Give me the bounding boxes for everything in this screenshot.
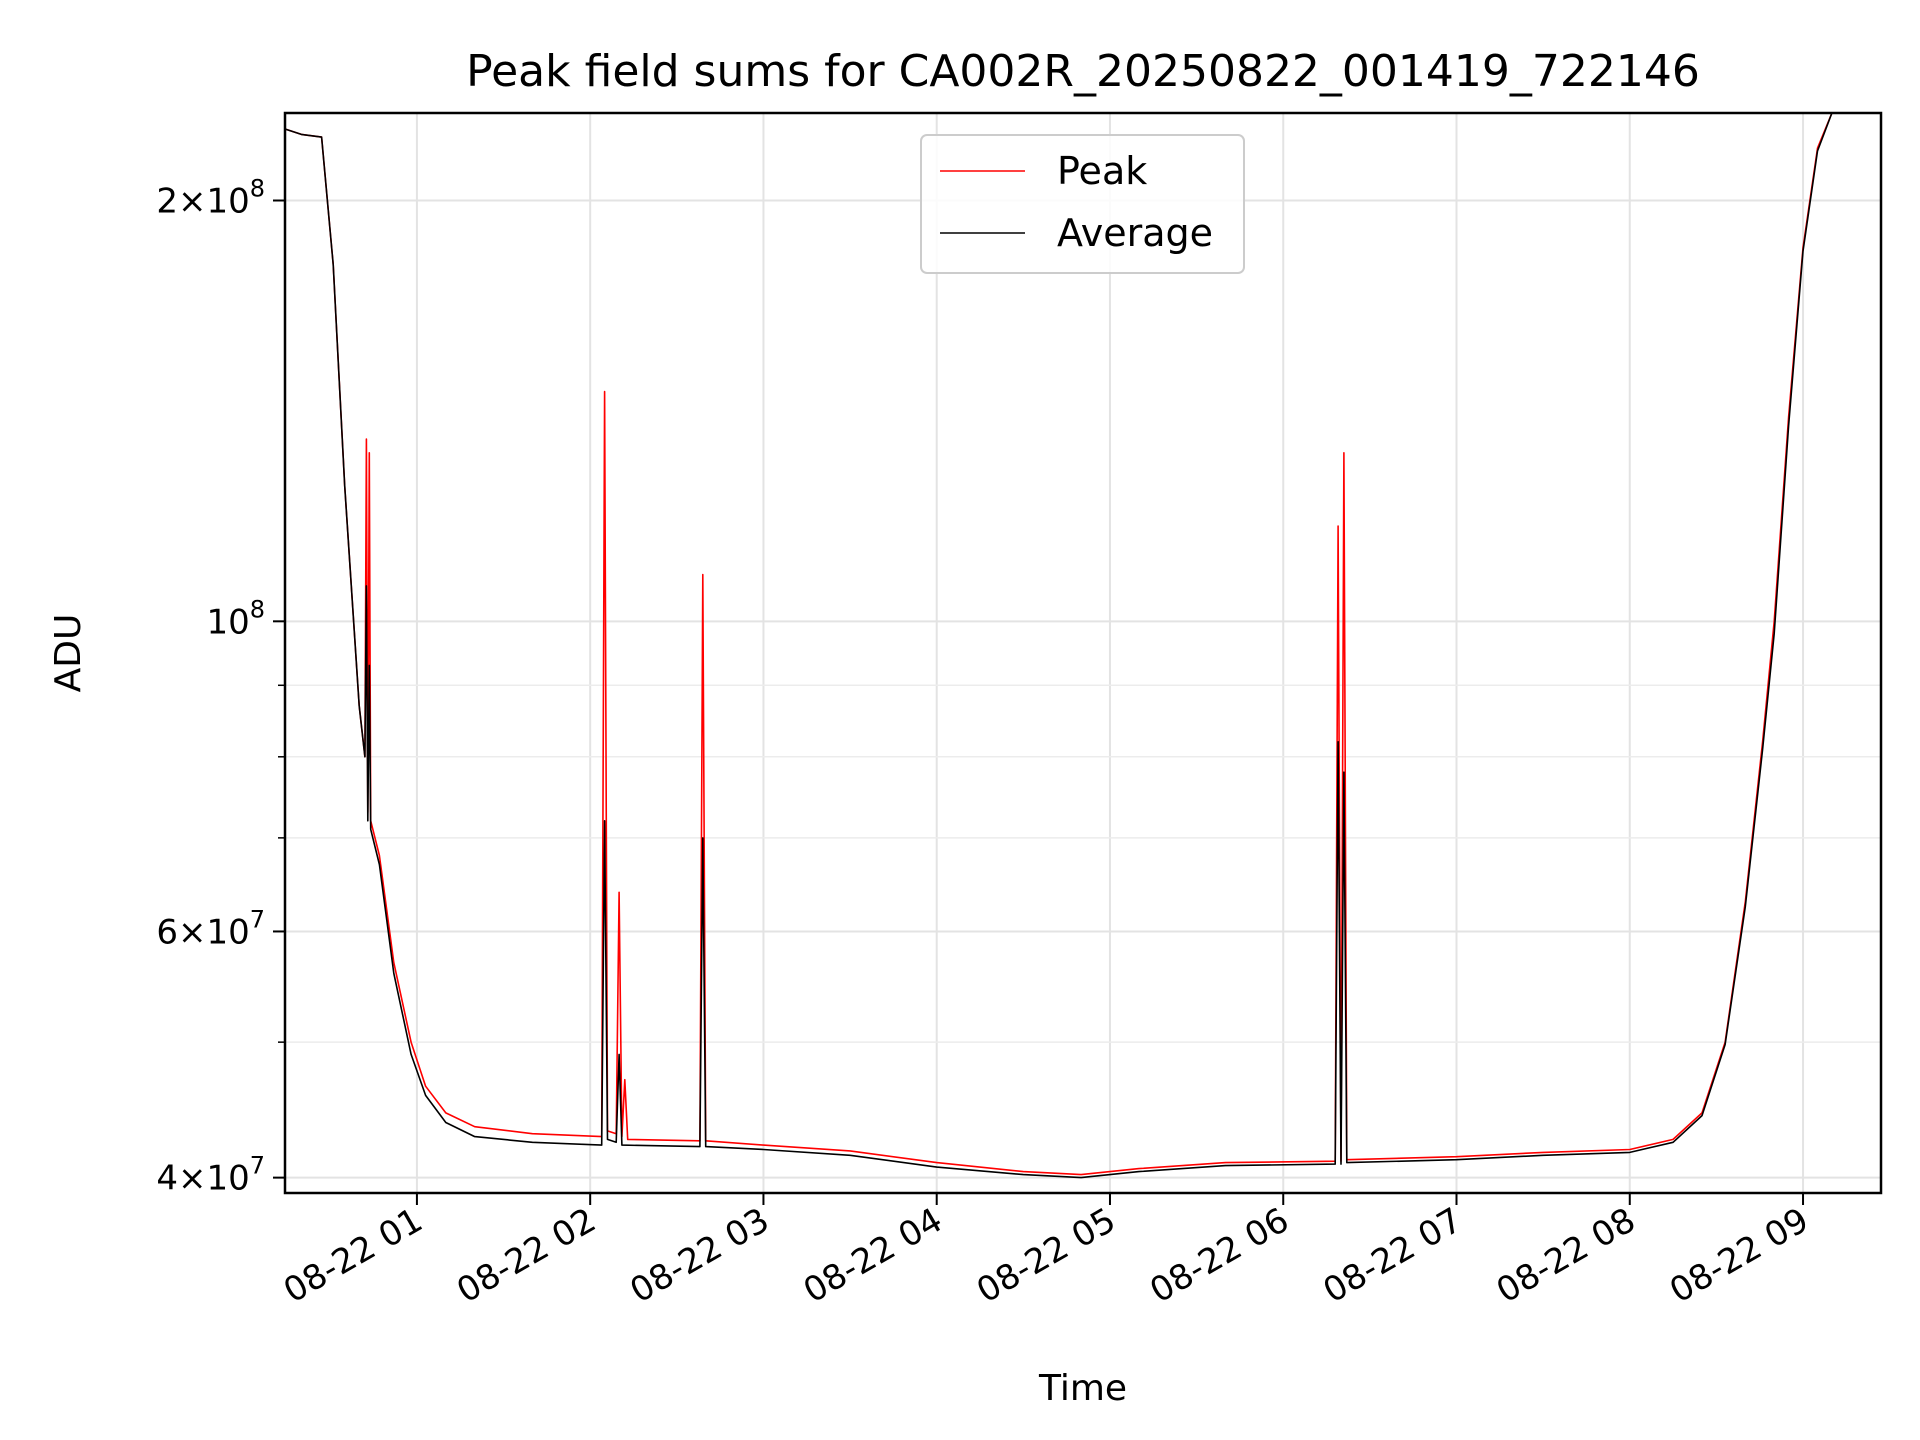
chart-title: Peak field sums for CA002R_20250822_0014… (466, 46, 1700, 97)
legend-label-peak: Peak (1057, 149, 1147, 193)
legend: Peak Average (920, 134, 1245, 274)
y-tick-label: 6×107 (156, 905, 265, 952)
x-axis-label: Time (1038, 1368, 1127, 1409)
plot-frame (283, 111, 1883, 1195)
y-tick-label: 4×107 (156, 1152, 265, 1199)
series-line-average (284, 112, 1881, 1179)
y-tick-label: 2×108 (156, 174, 265, 221)
series-line-peak (284, 112, 1881, 1176)
y-axis-label: ADU (48, 614, 89, 693)
legend-box (920, 134, 1245, 274)
plot-series (284, 112, 1881, 1179)
legend-label-average: Average (1057, 211, 1213, 255)
